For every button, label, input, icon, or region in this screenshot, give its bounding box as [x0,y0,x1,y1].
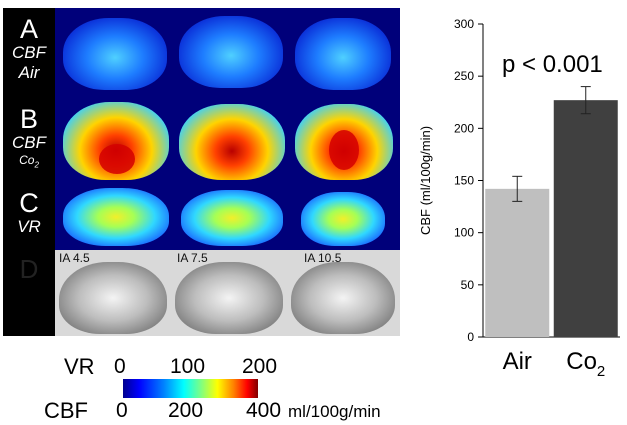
y-tick-label: 250 [454,69,474,83]
slice-position-label: IA 7.5 [177,251,208,265]
cbf-co2-row [55,100,400,184]
panel-a-letter: A [19,14,38,44]
bar-air [485,188,550,337]
colorbar-vr-tick: 200 [242,355,278,378]
colorbar-cbf-tick: 400 [246,399,282,422]
colorbar-vr-tick: 0 [114,355,126,378]
panel-b-label: B CBF Co2 [3,104,55,170]
mri-slice-image [59,262,167,334]
x-tick-label-main: Co [566,348,597,375]
brain-slice-image [179,104,285,180]
y-tick-label: 50 [461,278,475,292]
x-tick-label-main: Air [503,348,532,375]
brain-slice-image [295,18,391,90]
slice-position-label: IA 4.5 [59,251,90,265]
y-tick-label: 0 [467,330,474,344]
hot-spot-region [329,130,359,170]
bar-series: Air Co2 [485,86,618,380]
panel-b-line2: Co2 [3,153,55,169]
panel-a-line2: Air [18,63,40,82]
brain-slice-image [179,16,283,88]
y-tick-label: 300 [454,17,474,31]
slice-position-label: IA 10.5 [304,251,342,265]
vr-row [55,186,400,250]
panel-a-label: A CBF Air [3,16,55,83]
y-tick-label: 200 [454,121,474,135]
colorbar-cbf-tick: 200 [168,399,204,422]
panel-a-line1: CBF [12,43,46,62]
colorbar-unit: ml/100g/min [288,402,381,421]
panel-b-line1: CBF [12,133,46,152]
colorbar-gradient [123,379,258,398]
y-tick-label: 150 [454,174,474,188]
cbf-air-row [55,8,400,98]
cbf-map-grid [55,8,400,250]
x-tick-label: Co2 [566,348,605,380]
hot-spot-region [99,144,135,174]
colorbar-cbf-label: CBF [44,398,88,423]
brain-slice-image [181,190,283,246]
x-tick-label: Air [503,348,532,375]
panel-b-line2-main: Co [19,153,35,167]
panel-d-letter: D [19,254,39,284]
panel-label-strip: A CBF Air B CBF Co2 C VR [3,8,55,336]
x-tick-label-sub: 2 [597,363,605,380]
y-tick-label: 100 [454,226,474,240]
panel-c-line1: VR [17,217,41,236]
mri-slice-image [291,262,395,334]
mri-slice-image [175,262,283,334]
brain-slice-image [301,192,385,246]
panel-c-letter: C [19,188,39,218]
panel-b-letter: B [19,104,38,134]
brain-slice-image [63,188,169,246]
colorbar-vr-label: VR [64,354,95,379]
panel-b-line2-sub: 2 [34,160,39,170]
bar-co2 [553,100,618,337]
cbf-bar-chart: CBF (ml/100g/min) 0 50 100 150 200 250 300 Air… [418,17,620,380]
y-axis-ticks: 0 50 100 150 200 250 300 [454,17,483,344]
colorbar-cbf-tick: 0 [116,399,128,422]
brain-slice-image [63,18,167,90]
colorbar-vr-tick: 100 [170,355,206,378]
mri-anatomy-row: D IA 4.5 IA 7.5 IA 10.5 [20,250,400,336]
y-axis-label: CBF (ml/100g/min) [418,126,433,235]
p-value-annotation: p < 0.001 [502,51,603,78]
panel-c-label: C VR [3,190,55,237]
